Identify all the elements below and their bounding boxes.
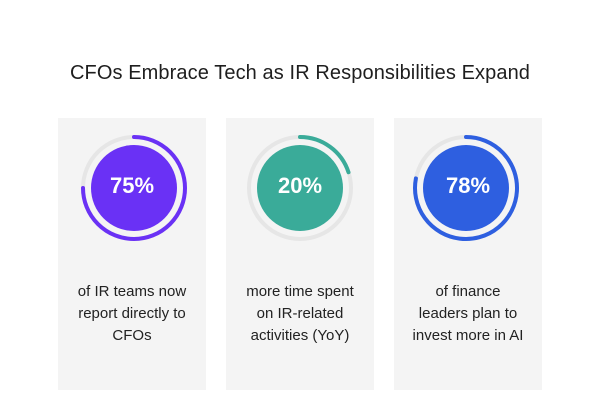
stat-1-desc-line-2: report directly to [78,305,186,322]
stat-1-percent: 75% [109,173,155,198]
donut-1-disc [91,145,177,231]
stat-3-percent: 78% [445,173,491,198]
stat-1-desc-line-3: CFOs [112,327,152,344]
stat-1-description: of IR teams now report directly to CFOs [62,281,202,347]
donut-1-arc [81,135,187,241]
donut-1 [81,135,187,241]
stat-2-desc-line-2: on IR-related [256,305,344,322]
donut-3 [413,135,519,241]
stat-2-desc-line-3: activities (YoY) [250,327,350,344]
donut-2-arc [298,135,351,175]
stat-card-3: 78% of finance leaders plan to invest mo… [394,118,542,390]
donut-2 [247,135,353,241]
stat-1-desc-line-1: of IR teams now [77,283,187,300]
stat-3-description: of finance leaders plan to invest more i… [398,281,538,347]
donut-2-disc [257,145,343,231]
stat-2-percent: 20% [277,173,323,198]
chart-title: CFOs Embrace Tech as IR Responsibilities… [69,62,531,84]
donut-3-arc [413,135,519,241]
donut-3-disc [423,145,509,231]
stat-3-desc-line-3: invest more in AI [412,327,524,344]
stat-2-desc-line-1: more time spent [246,283,354,300]
stat-card-2: 20% more time spent on IR-related activi… [226,118,374,390]
stat-3-desc-line-2: leaders plan to [418,305,518,322]
stat-card-1: 75% of IR teams now report directly to C… [58,118,206,390]
stat-3-desc-line-1: of finance [435,283,501,300]
stat-2-description: more time spent on IR-related activities… [230,281,370,347]
